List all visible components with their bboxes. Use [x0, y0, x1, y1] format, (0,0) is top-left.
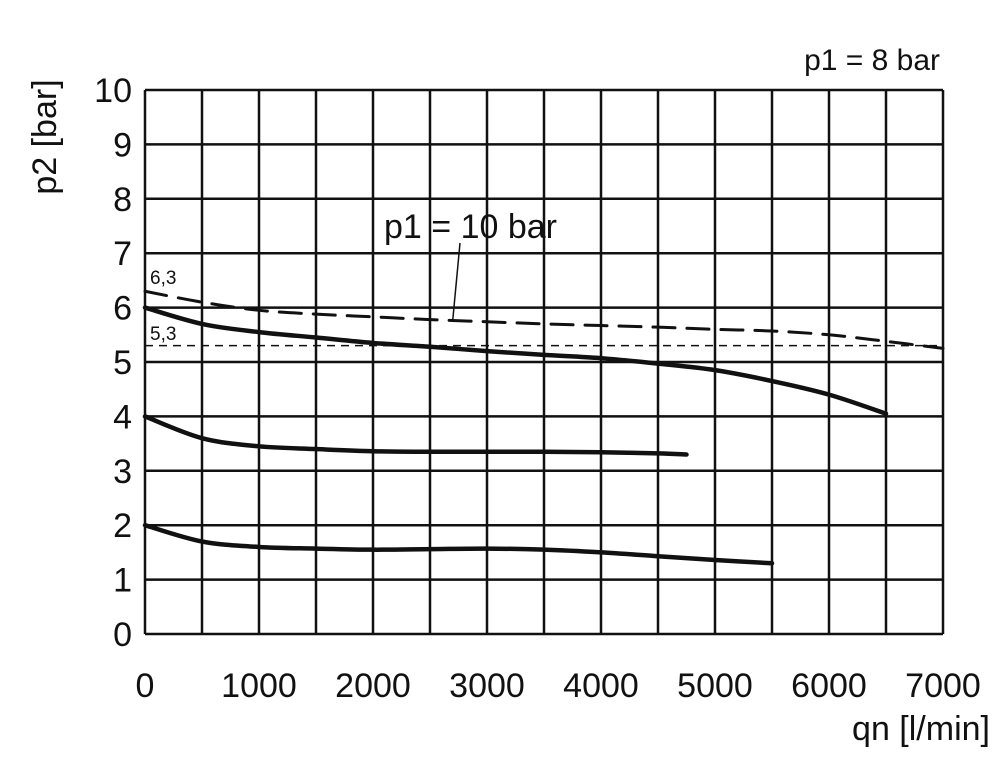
x-tick-label: 7000: [905, 667, 981, 705]
y-tick-label: 0: [113, 616, 132, 654]
x-tick-label: 2000: [335, 667, 411, 705]
x-tick-label: 4000: [563, 667, 639, 705]
x-tick-label: 6000: [791, 667, 867, 705]
series-line-1: [142, 305, 889, 416]
x-tick-label: 5000: [677, 667, 753, 705]
y-tick-label: 4: [113, 398, 132, 436]
x-axis-label: qn [l/min]: [852, 710, 990, 748]
annotation-6-3: 6,3: [150, 268, 176, 289]
y-tick-label: 8: [113, 181, 132, 219]
series-line-2: [142, 414, 689, 457]
x-tick-label: 3000: [449, 667, 525, 705]
y-tick-label: 2: [113, 507, 132, 545]
annotation-leader-line: [452, 242, 461, 320]
x-tick-label: 0: [136, 667, 155, 705]
y-tick-label: 9: [113, 126, 132, 164]
y-axis-label: p2 [bar]: [26, 79, 64, 194]
y-tick-label: 5: [113, 344, 132, 382]
y-tick-label: 7: [113, 235, 132, 273]
x-tick-label: 1000: [221, 667, 297, 705]
y-tick-label: 6: [113, 290, 132, 328]
annotation-p1-10-bar: p1 = 10 bar: [384, 208, 557, 246]
series-line-3: [142, 522, 775, 566]
chart-title: p1 = 8 bar: [804, 44, 940, 77]
y-tick-label: 10: [94, 72, 132, 110]
y-tick-label: 3: [113, 453, 132, 491]
annotation-5-3: 5,3: [150, 324, 176, 345]
series-group: [142, 242, 945, 566]
tick-labels: 0 1000 2000 3000 4000 5000 6000 7000 0 1 2 3 4 5 6 7 8 9 1…: [94, 72, 981, 705]
grid: [143, 88, 945, 636]
y-tick-label: 1: [113, 562, 132, 600]
